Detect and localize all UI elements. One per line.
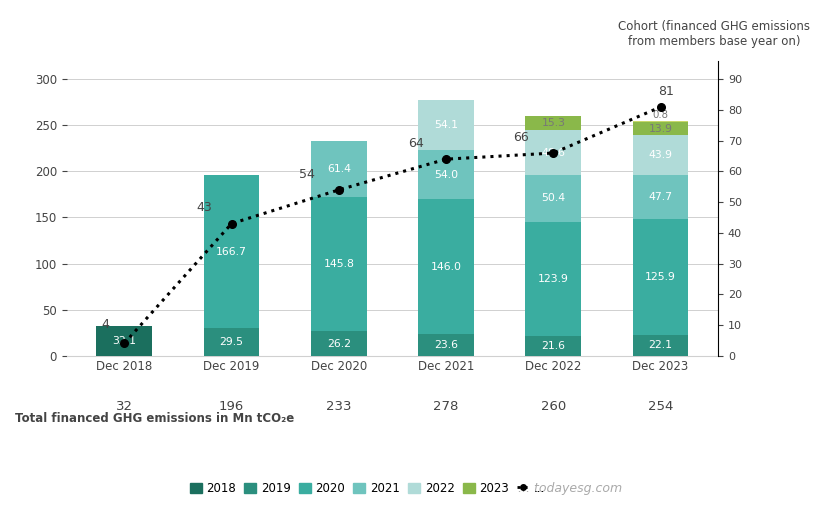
Text: 278: 278 <box>433 400 458 413</box>
Text: 125.9: 125.9 <box>645 272 676 282</box>
Bar <box>96 326 152 356</box>
Text: 13.9: 13.9 <box>649 123 673 134</box>
Text: 21.6: 21.6 <box>541 341 565 351</box>
Bar <box>311 141 367 197</box>
Text: 22.1: 22.1 <box>649 340 673 351</box>
Text: 15.3: 15.3 <box>541 118 565 129</box>
Bar <box>311 197 367 332</box>
Text: 260: 260 <box>541 400 566 413</box>
Bar <box>311 332 367 356</box>
Text: 54.0: 54.0 <box>434 170 458 180</box>
Text: 196: 196 <box>219 400 244 413</box>
Text: 54: 54 <box>299 168 315 181</box>
Text: ... todayesg.com: ... todayesg.com <box>518 482 622 495</box>
Bar <box>204 329 260 356</box>
Text: 145.8: 145.8 <box>323 260 354 269</box>
Text: 0.8: 0.8 <box>653 110 669 120</box>
Text: 29.5: 29.5 <box>220 337 244 347</box>
Bar <box>633 219 689 335</box>
Text: 66: 66 <box>514 131 529 144</box>
Bar <box>525 336 581 356</box>
Bar <box>633 122 689 135</box>
Bar <box>633 135 689 175</box>
Text: 47.7: 47.7 <box>649 193 673 202</box>
Text: 43.9: 43.9 <box>649 150 673 160</box>
Bar <box>525 221 581 336</box>
Bar <box>525 116 581 131</box>
Text: 4: 4 <box>101 318 109 331</box>
Bar <box>418 334 474 356</box>
Bar <box>204 175 260 329</box>
Text: 26.2: 26.2 <box>326 338 351 348</box>
Text: 146.0: 146.0 <box>431 262 462 272</box>
Bar <box>633 335 689 356</box>
Text: 233: 233 <box>326 400 352 413</box>
Text: 32: 32 <box>116 400 133 413</box>
Text: 254: 254 <box>648 400 673 413</box>
Bar <box>418 100 474 150</box>
Bar <box>418 200 474 334</box>
Text: 54.1: 54.1 <box>434 120 458 130</box>
Text: 32.1: 32.1 <box>112 336 136 346</box>
Text: 43: 43 <box>197 201 213 214</box>
Bar <box>633 175 689 219</box>
Text: 50.4: 50.4 <box>541 194 565 203</box>
Text: 48.6: 48.6 <box>541 148 565 158</box>
Text: 166.7: 166.7 <box>216 247 247 257</box>
Text: 61.4: 61.4 <box>326 164 351 174</box>
Bar <box>633 121 689 122</box>
Bar <box>418 150 474 200</box>
Text: 64: 64 <box>408 137 424 150</box>
Text: 81: 81 <box>658 85 674 98</box>
Legend: 2018, 2019, 2020, 2021, 2022, 2023, ...: 2018, 2019, 2020, 2021, 2022, 2023, ... <box>185 477 549 499</box>
Text: 123.9: 123.9 <box>538 274 569 283</box>
Bar <box>525 131 581 175</box>
Bar <box>525 175 581 221</box>
Text: Cohort (financed GHG emissions
from members base year on): Cohort (financed GHG emissions from memb… <box>618 20 810 48</box>
Text: 23.6: 23.6 <box>434 340 458 350</box>
Text: Total financed GHG emissions in Mn tCO₂e: Total financed GHG emissions in Mn tCO₂e <box>15 411 294 425</box>
